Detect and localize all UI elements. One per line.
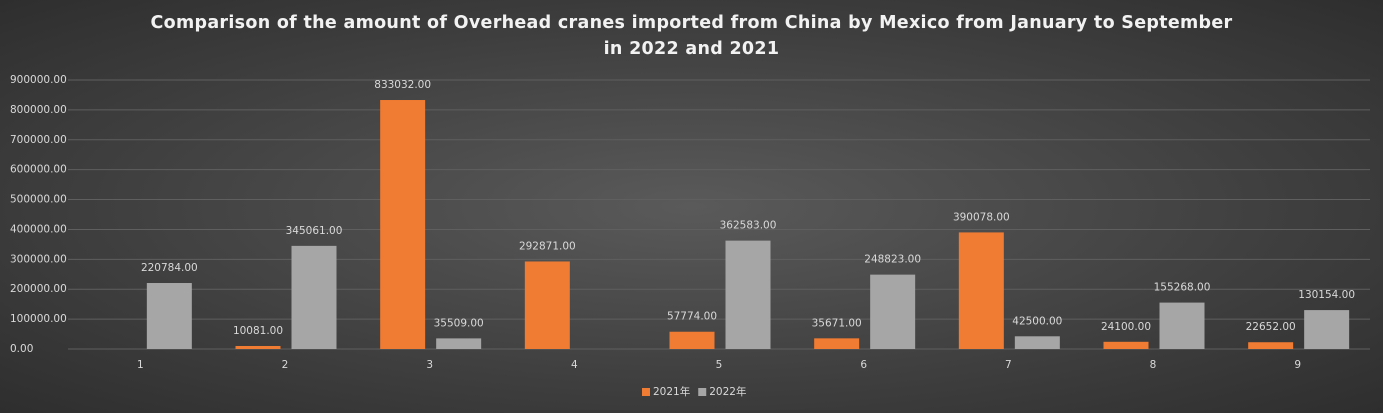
legend-swatch: [642, 388, 650, 396]
bar: [870, 274, 916, 349]
x-tick-label: 7: [1005, 359, 1012, 371]
y-tick-label: 600000.00: [10, 164, 67, 176]
bar: [146, 283, 192, 349]
bar: [669, 331, 715, 349]
x-tick-label: 8: [1150, 359, 1157, 371]
y-tick-label: 900000.00: [10, 74, 67, 86]
value-label: 35509.00: [434, 317, 484, 329]
value-label: 155268.00: [1154, 282, 1211, 294]
x-tick-label: 2: [282, 359, 289, 371]
x-tick-label: 4: [571, 359, 578, 371]
value-label: 57774.00: [667, 311, 717, 323]
x-tick-label: 3: [426, 359, 433, 371]
legend-swatch: [698, 388, 707, 396]
bar: [436, 338, 482, 349]
chart-title: Comparison of the amount of Overhead cra…: [150, 13, 1233, 59]
y-tick-label: 500000.00: [10, 194, 67, 206]
bar: [1304, 310, 1350, 349]
bar: [1103, 341, 1149, 349]
value-label: 22652.00: [1246, 321, 1296, 333]
value-label: 248823.00: [864, 254, 921, 266]
bar: [380, 100, 426, 349]
x-tick-label: 6: [860, 359, 867, 371]
value-label: 220784.00: [141, 262, 198, 274]
value-label: 833032.00: [374, 79, 431, 91]
y-tick-label: 700000.00: [10, 134, 67, 146]
y-tick-label: 200000.00: [10, 283, 67, 295]
bar: [235, 345, 281, 349]
bar: [814, 338, 860, 349]
value-label: 390078.00: [953, 211, 1010, 223]
y-tick-label: 300000.00: [10, 253, 67, 265]
bar: [958, 232, 1004, 349]
bar: [1014, 336, 1060, 349]
value-label: 35671.00: [812, 317, 862, 329]
value-label: 130154.00: [1298, 289, 1355, 301]
value-label: 292871.00: [519, 240, 576, 252]
value-label: 24100.00: [1101, 321, 1151, 333]
bar: [1248, 342, 1294, 349]
x-tick-label: 5: [716, 359, 723, 371]
bar: [1159, 302, 1205, 349]
y-tick-label: 800000.00: [10, 104, 67, 116]
y-tick-label: 100000.00: [10, 313, 67, 325]
y-tick-label: 0.00: [10, 343, 33, 355]
x-tick-label: 1: [137, 359, 144, 371]
legend-label: 2022年: [709, 385, 746, 398]
bar: [524, 261, 570, 349]
value-label: 10081.00: [233, 325, 283, 337]
x-tick-label: 9: [1294, 359, 1301, 371]
value-label: 42500.00: [1012, 315, 1062, 327]
value-label: 362583.00: [720, 220, 777, 232]
y-tick-label: 400000.00: [10, 223, 67, 235]
bar: [291, 245, 337, 349]
bar: [725, 240, 771, 349]
legend-label: 2021年: [653, 385, 690, 398]
value-label: 345061.00: [286, 225, 343, 237]
